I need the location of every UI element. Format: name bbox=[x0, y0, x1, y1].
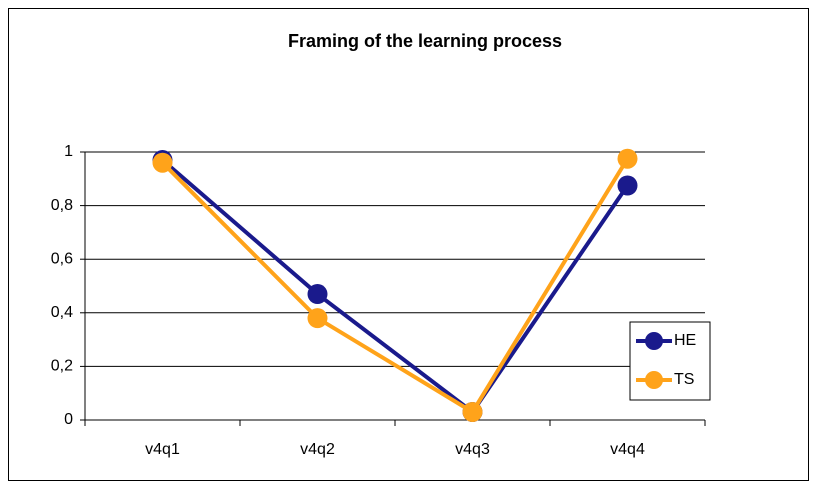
data-point bbox=[152, 152, 173, 173]
chart-border bbox=[8, 8, 809, 481]
x-tick-label: v4q4 bbox=[610, 441, 645, 458]
data-point bbox=[462, 401, 483, 422]
legend-label: TS bbox=[674, 371, 694, 388]
data-point bbox=[617, 148, 638, 169]
series-line bbox=[161, 158, 630, 415]
chart-title: Framing of the learning process bbox=[288, 31, 562, 51]
y-tick-label: 0,8 bbox=[51, 197, 73, 214]
data-point bbox=[307, 284, 328, 305]
y-tick-label: 1 bbox=[64, 143, 73, 160]
series-line bbox=[161, 157, 630, 415]
y-tick-label: 0 bbox=[64, 411, 73, 428]
legend-label: HE bbox=[674, 332, 696, 349]
legend-marker bbox=[645, 371, 663, 389]
x-tick-label: v4q2 bbox=[300, 441, 335, 458]
x-tick-label: v4q1 bbox=[145, 441, 180, 458]
legend-box bbox=[629, 321, 711, 401]
y-tick-label: 0,4 bbox=[51, 304, 73, 321]
data-point bbox=[617, 175, 638, 196]
data-point bbox=[307, 308, 328, 329]
x-tick-label: v4q3 bbox=[455, 441, 490, 458]
y-tick-label: 0,6 bbox=[51, 250, 73, 267]
legend-marker bbox=[645, 332, 663, 350]
y-tick-label: 0,2 bbox=[51, 358, 73, 375]
